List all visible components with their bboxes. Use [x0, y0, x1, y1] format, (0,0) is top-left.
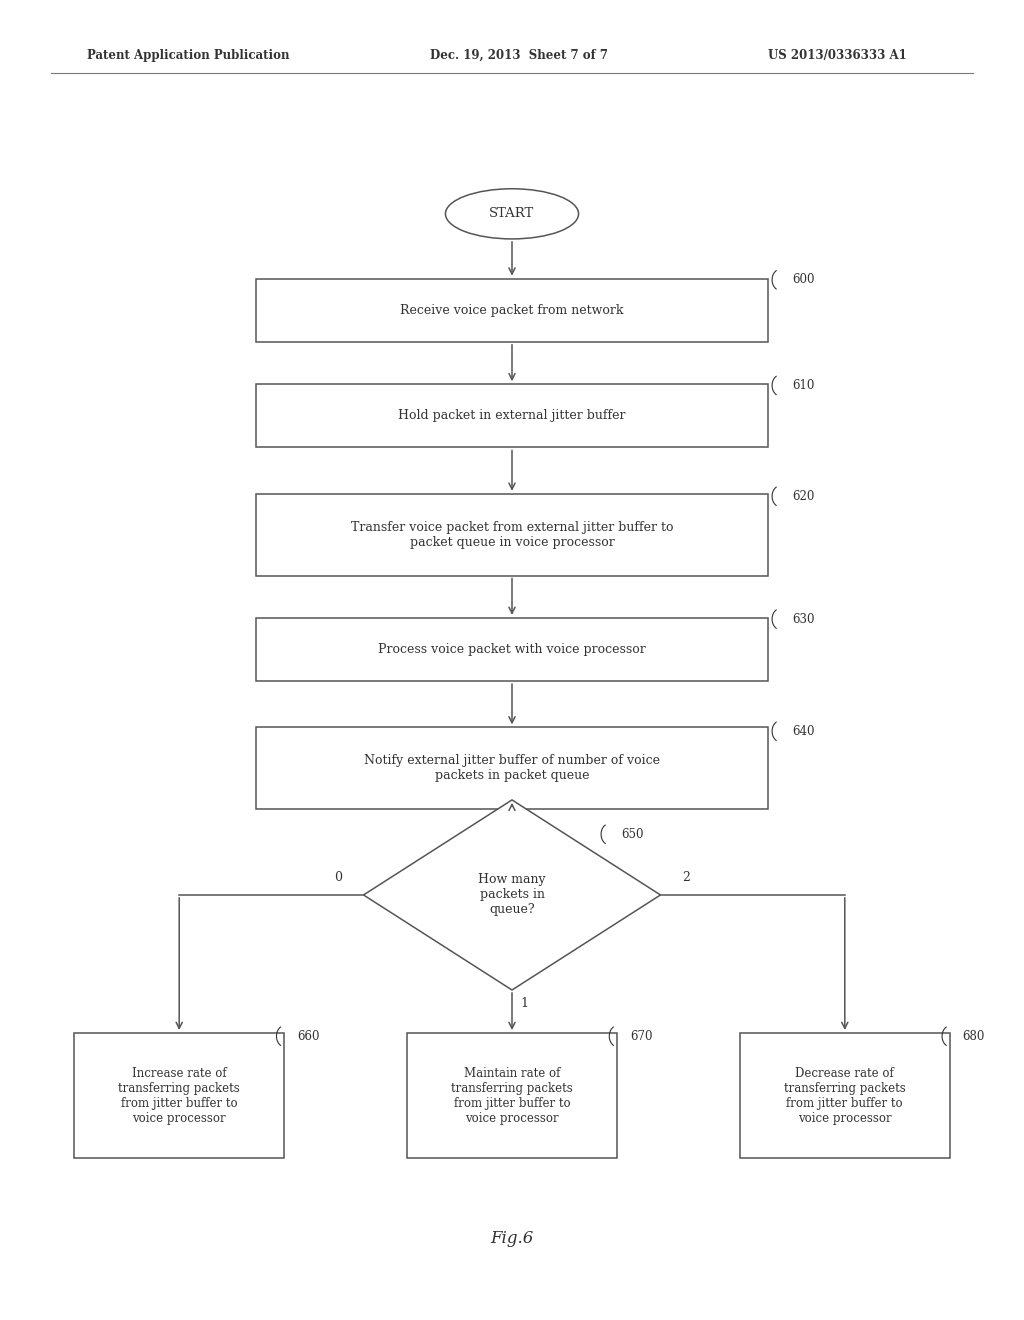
Text: Process voice packet with voice processor: Process voice packet with voice processo… — [378, 643, 646, 656]
Bar — [408, 1032, 616, 1159]
Text: Receive voice packet from network: Receive voice packet from network — [400, 304, 624, 317]
Bar — [74, 1032, 284, 1159]
Text: Dec. 19, 2013  Sheet 7 of 7: Dec. 19, 2013 Sheet 7 of 7 — [430, 49, 608, 62]
Text: Hold packet in external jitter buffer: Hold packet in external jitter buffer — [398, 409, 626, 422]
Text: 0: 0 — [334, 871, 342, 884]
Text: 620: 620 — [793, 490, 815, 503]
Text: Transfer voice packet from external jitter buffer to
packet queue in voice proce: Transfer voice packet from external jitt… — [351, 520, 673, 549]
Text: 630: 630 — [793, 612, 815, 626]
Text: 2: 2 — [682, 871, 690, 884]
Bar — [256, 279, 768, 342]
Text: Maintain rate of
transferring packets
from jitter buffer to
voice processor: Maintain rate of transferring packets fr… — [452, 1067, 572, 1125]
Bar — [256, 618, 768, 681]
Bar — [256, 384, 768, 447]
Text: How many
packets in
queue?: How many packets in queue? — [478, 874, 546, 916]
Ellipse shape — [445, 189, 579, 239]
Text: 660: 660 — [297, 1030, 319, 1043]
Text: 610: 610 — [793, 379, 815, 392]
Text: Fig.6: Fig.6 — [490, 1230, 534, 1246]
Text: US 2013/0336333 A1: US 2013/0336333 A1 — [768, 49, 906, 62]
Polygon shape — [364, 800, 660, 990]
Text: START: START — [489, 207, 535, 220]
Bar — [256, 494, 768, 576]
Text: 670: 670 — [630, 1030, 652, 1043]
Text: 680: 680 — [963, 1030, 985, 1043]
Text: Decrease rate of
transferring packets
from jitter buffer to
voice processor: Decrease rate of transferring packets fr… — [784, 1067, 905, 1125]
Text: 640: 640 — [793, 725, 815, 738]
Text: Patent Application Publication: Patent Application Publication — [87, 49, 290, 62]
Bar — [739, 1032, 949, 1159]
Bar — [256, 727, 768, 809]
Text: 600: 600 — [793, 273, 815, 286]
Text: Notify external jitter buffer of number of voice
packets in packet queue: Notify external jitter buffer of number … — [364, 754, 660, 783]
Text: Increase rate of
transferring packets
from jitter buffer to
voice processor: Increase rate of transferring packets fr… — [119, 1067, 240, 1125]
Text: 650: 650 — [622, 828, 644, 841]
Text: 1: 1 — [520, 997, 528, 1010]
